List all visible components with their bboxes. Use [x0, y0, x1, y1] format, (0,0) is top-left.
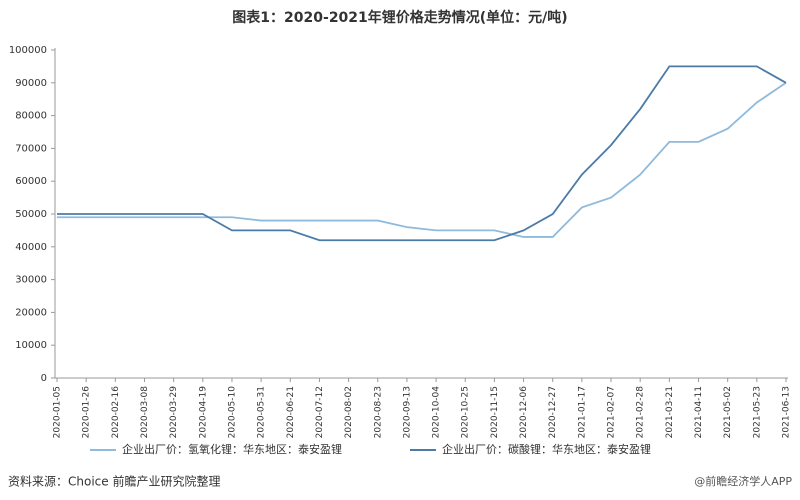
x-tick-label: 2020-12-06 — [519, 386, 529, 439]
x-tick-label: 2021-03-21 — [665, 386, 675, 438]
x-tick-label: 2021-01-17 — [577, 386, 587, 438]
x-tick-label: 2020-08-02 — [344, 386, 354, 438]
y-tick-label: 70000 — [15, 143, 47, 154]
y-tick-label: 80000 — [15, 111, 47, 122]
x-tick-label: 2020-05-10 — [227, 386, 237, 439]
y-tick-label: 60000 — [15, 176, 47, 187]
x-tick-label: 2020-09-13 — [402, 386, 412, 438]
x-tick-label: 2020-06-21 — [286, 386, 296, 438]
x-tick-label: 2020-02-16 — [111, 386, 121, 439]
x-tick-label: 2021-04-11 — [694, 386, 704, 438]
x-tick-label: 2020-03-08 — [140, 386, 150, 439]
x-tick-label: 2020-07-12 — [315, 386, 325, 438]
x-tick-label: 2021-06-13 — [782, 386, 792, 438]
series-line — [57, 65, 787, 242]
x-tick-label: 2021-02-28 — [636, 386, 646, 439]
x-tick-label: 2020-11-15 — [490, 386, 500, 438]
x-tick-label: 2020-01-26 — [82, 386, 92, 439]
series-line — [57, 82, 787, 238]
y-tick-label: 90000 — [15, 78, 47, 89]
x-tick-label: 2020-03-29 — [169, 386, 179, 439]
y-tick-label: 0 — [41, 373, 47, 384]
source: 资料来源：Choice 前瞻产业研究院整理 — [8, 474, 220, 489]
x-tick-label: 2020-05-31 — [257, 386, 267, 438]
y-tick-label: 30000 — [15, 275, 47, 286]
x-tick-label: 2020-01-05 — [53, 386, 63, 438]
y-tick-label: 50000 — [15, 209, 47, 220]
watermark: @前瞻经济学人APP — [694, 474, 792, 488]
x-tick-label: 2021-05-23 — [752, 386, 762, 438]
legend-label: 企业出厂价：氢氧化锂：华东地区：泰安盈锂 — [122, 442, 342, 456]
legend-label: 企业出厂价：碳酸锂：华东地区：泰安盈锂 — [442, 442, 651, 456]
x-tick-label: 2020-10-04 — [432, 386, 442, 439]
y-tick-label: 10000 — [15, 340, 47, 351]
chart-title: 图表1：2020-2021年锂价格走势情况(单位：元/吨) — [232, 9, 567, 26]
x-tick-label: 2020-10-25 — [461, 386, 471, 438]
x-tick-label: 2020-04-19 — [198, 386, 208, 439]
x-tick-label: 2021-05-02 — [723, 386, 733, 438]
x-tick-label: 2021-02-07 — [607, 386, 617, 438]
y-tick-label: 40000 — [15, 242, 47, 253]
x-tick-label: 2020-08-23 — [373, 386, 383, 438]
x-tick-label: 2020-12-27 — [548, 386, 558, 438]
y-tick-label: 20000 — [15, 307, 47, 318]
y-tick-label: 100000 — [9, 45, 47, 56]
